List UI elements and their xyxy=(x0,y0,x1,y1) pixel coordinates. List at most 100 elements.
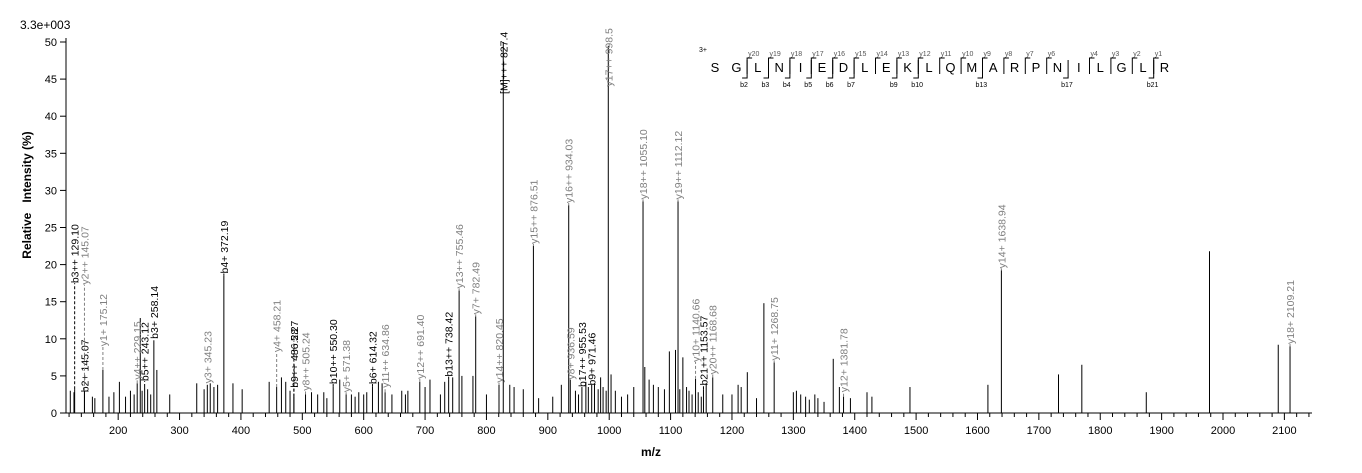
b-ion-label: b7 xyxy=(847,82,855,89)
peak-label: y14+ 1638.94 xyxy=(996,204,1008,268)
peak-label: 5.27 xyxy=(289,320,301,341)
y-ion-marker xyxy=(982,57,988,74)
y-ion-label: y4 xyxy=(1091,51,1099,58)
x-tick-label: 900 xyxy=(539,425,557,437)
y-ion-label: y1 xyxy=(1155,51,1163,58)
sequence-residue: S xyxy=(711,60,720,75)
x-tick-label: 1700 xyxy=(1027,425,1051,437)
y-ion-label: y6 xyxy=(1048,51,1056,58)
y-ion-marker xyxy=(875,57,881,74)
peak-label: b3++ 129.10 xyxy=(70,224,82,283)
y-tick-label: 40 xyxy=(45,111,57,123)
x-tick-label: 1800 xyxy=(1088,425,1112,437)
y-tick-label: 35 xyxy=(45,148,57,160)
y-ion-marker xyxy=(1089,57,1095,74)
y-ion-marker xyxy=(1131,57,1138,74)
y-tick-label: 15 xyxy=(45,297,57,309)
y-ion-marker xyxy=(789,57,795,74)
y-tick-label: 25 xyxy=(45,223,57,235)
unannotated-peaks xyxy=(69,251,1279,413)
x-tick-label: 1300 xyxy=(781,425,805,437)
x-axis-title: m/z xyxy=(641,445,661,459)
b-ion-marker xyxy=(977,60,983,79)
sequence-residue: I xyxy=(1077,60,1081,75)
y-ion-marker xyxy=(832,57,838,74)
y-ion-marker xyxy=(917,57,924,74)
peak-label: b21++ 1153.57 xyxy=(698,316,710,386)
peak-label: y18+ 2109.21 xyxy=(1285,280,1297,344)
x-tick-label: 600 xyxy=(355,425,373,437)
peak-label: [M]+++ 827.4 xyxy=(498,32,510,94)
sequence-residue: P xyxy=(1032,60,1041,75)
x-tick-label: 500 xyxy=(293,425,311,437)
y-ion-marker xyxy=(1153,57,1159,74)
sequence-residue: R xyxy=(1160,60,1169,75)
b-ion-label: b3 xyxy=(762,82,770,89)
peak-label: y11++ 634.86 xyxy=(380,324,392,388)
sequence-residue: L xyxy=(754,60,761,75)
y-ion-label: y7 xyxy=(1026,51,1034,58)
b-ion-marker xyxy=(1148,60,1155,79)
peak-label: y5+ 571.38 xyxy=(341,340,353,392)
x-tick-label: 700 xyxy=(416,425,434,437)
y-ion-marker xyxy=(1110,57,1116,74)
peak-label: y4++ 229.15 xyxy=(132,321,144,380)
y-ion-label: y19 xyxy=(770,51,781,58)
peak-label: b13++ 738.42 xyxy=(444,312,456,377)
b-ion-label: b13 xyxy=(976,82,988,89)
x-axis: 200 300 400 500 600 700 800 900 1000 1100 1200 1300… xyxy=(66,412,1312,437)
y-ion-marker xyxy=(896,57,902,74)
peak-label: y16++ 934.03 xyxy=(564,139,576,203)
x-tick-label: 1200 xyxy=(720,425,744,437)
b-ion-marker xyxy=(742,60,748,79)
peak-label: b2+ 145.07 xyxy=(79,339,91,392)
y-axis: 0 5 10 15 20 25 30 35 40 45 50 xyxy=(45,37,67,420)
peak-label: b6+ 614.32 xyxy=(367,331,379,384)
y-ion-label: y2 xyxy=(1133,51,1141,58)
x-tick-label: 2000 xyxy=(1211,425,1235,437)
b-ion-marker xyxy=(849,60,855,79)
y-ion-marker xyxy=(939,57,945,74)
peak-label: y12+ 1381.78 xyxy=(839,328,851,392)
sequence-residue: R xyxy=(1010,60,1019,75)
b-ion-label: b9 xyxy=(890,82,898,89)
sequence-residue: A xyxy=(989,60,998,75)
b-ion-marker xyxy=(763,60,769,79)
b-ion-label: b17 xyxy=(1061,82,1073,89)
peak-label: b17++ 955.53 xyxy=(577,322,589,387)
peak-label: y7+ 782.49 xyxy=(471,262,483,314)
y-tick-label: 5 xyxy=(51,371,57,383)
y-ion-label: y17 xyxy=(812,51,823,58)
y-ion-marker xyxy=(1046,57,1052,74)
x-tick-label: 2100 xyxy=(1272,425,1296,437)
peak-label: y10+ 1140.66 xyxy=(691,298,703,361)
peak-label: b9++ 486.28 xyxy=(289,329,301,388)
sequence-residue: G xyxy=(731,60,741,75)
sequence-residue: N xyxy=(775,60,784,75)
peak-label: y20++ 1168.68 xyxy=(708,305,720,374)
y-ion-marker xyxy=(960,57,967,74)
sequence-residue: M xyxy=(966,60,977,75)
sequence-residue: Q xyxy=(945,60,955,75)
peak-label: b4+ 372.19 xyxy=(219,221,231,274)
peak-label: y1+ 175.12 xyxy=(98,294,110,346)
x-tick-label: 1600 xyxy=(965,425,989,437)
x-tick-label: 400 xyxy=(232,425,250,437)
b-ion-marker xyxy=(891,60,898,79)
b-ion-marker xyxy=(1063,60,1069,79)
sequence-residue: E xyxy=(882,60,891,75)
x-tick-label: 1100 xyxy=(659,425,683,437)
y-tick-label: 0 xyxy=(51,408,57,420)
peak-label: y11+ 1268.75 xyxy=(769,297,781,360)
y-tick-label: 30 xyxy=(45,185,57,197)
b-ion-label: b2 xyxy=(740,82,748,89)
x-tick-label: 1400 xyxy=(842,425,866,437)
sequence-residue: E xyxy=(818,60,827,75)
y-ion-label: y10 xyxy=(962,51,973,58)
y-ion-label: y9 xyxy=(984,51,992,58)
sequence-residue: G xyxy=(1117,60,1127,75)
x-tick-label: 1500 xyxy=(904,425,928,437)
